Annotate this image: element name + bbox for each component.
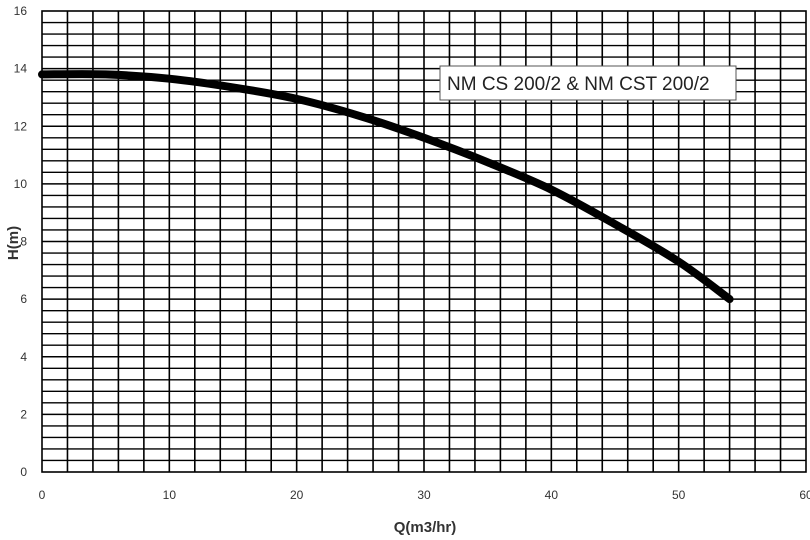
y-tick-label: 6: [20, 292, 27, 306]
legend-entry: NM CS 200/2 & NM CST 200/2: [447, 74, 710, 95]
legend: NM CS 200/2 & NM CST 200/2: [439, 65, 737, 101]
y-tick-label: 16: [14, 4, 28, 18]
series-layer: [38, 70, 734, 304]
legend-box: [439, 65, 737, 101]
tick-labels: 0 10 20 30 40 50 60 0 2 4 6 8 10 12 14 16: [14, 4, 810, 502]
y-tick-label: 12: [14, 119, 28, 133]
y-axis-label: H(m): [5, 226, 22, 260]
x-tick-label: 30: [417, 488, 431, 502]
x-tick-label: 50: [672, 488, 686, 502]
x-tick-label: 10: [163, 488, 177, 502]
grid: [41, 10, 807, 473]
y-tick-label: 10: [14, 177, 28, 191]
y-tick-label: 14: [14, 62, 28, 76]
x-tick-label: 60: [799, 488, 810, 502]
x-axis-label: Q(m3/hr): [394, 519, 457, 536]
y-tick-label: 2: [20, 407, 27, 421]
y-tick-label: 0: [20, 465, 27, 479]
x-tick-label: 0: [39, 488, 46, 502]
series-line: [38, 70, 734, 304]
y-tick-label: 8: [20, 235, 27, 249]
x-tick-label: 40: [545, 488, 559, 502]
x-tick-label: 20: [290, 488, 304, 502]
y-tick-label: 4: [20, 350, 27, 364]
